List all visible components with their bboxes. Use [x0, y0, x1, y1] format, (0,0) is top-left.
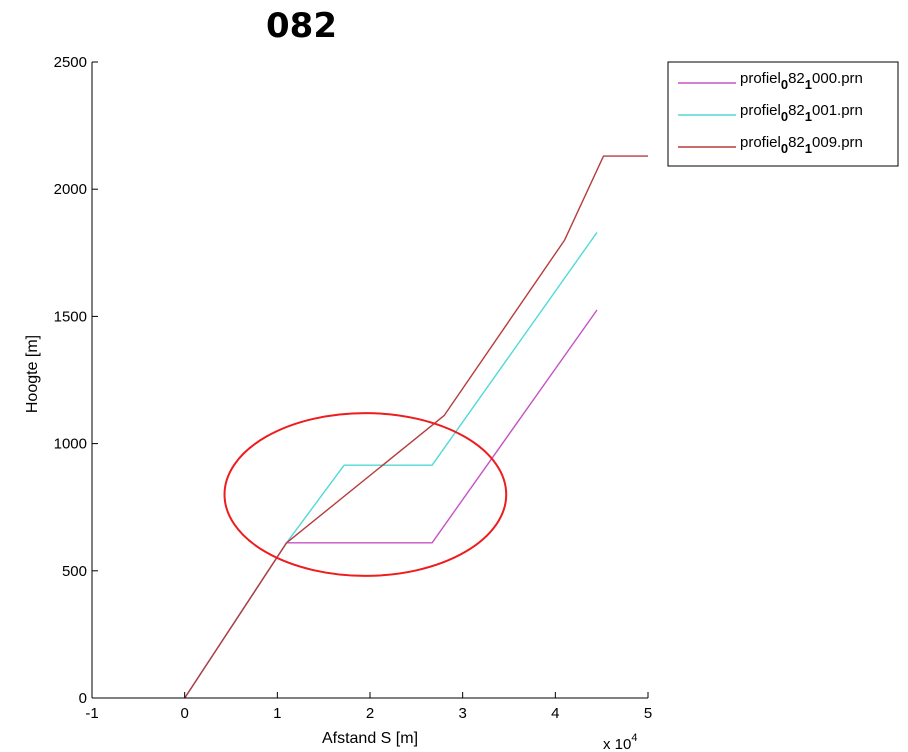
y-tick-label: 1000	[54, 436, 87, 453]
series-layer	[184, 155, 648, 699]
plot-area	[92, 62, 648, 698]
annotation-layer	[223, 412, 508, 577]
legend-label-1: profiel0821000.prn	[740, 70, 863, 92]
y-axis-label: Hoogte [m]	[24, 335, 41, 413]
legend-label-3: profiel0821009.prn	[740, 134, 863, 156]
legend-box	[667, 61, 899, 167]
legend: profiel0821000.prn profiel0821001.prn prof…	[667, 61, 899, 167]
x-tick-label: 5	[644, 705, 652, 722]
y-tick-label: 2500	[54, 54, 87, 71]
x-tick-label: 4	[551, 705, 559, 722]
x-tick-label: 3	[458, 705, 466, 722]
y-tick-label: 1500	[54, 308, 87, 325]
x-tick-label: 1	[273, 705, 281, 722]
x-tick-label: 2	[366, 705, 374, 722]
highlight-ellipse	[223, 412, 508, 577]
y-tick-label: 500	[62, 563, 87, 580]
y-tick-label: 0	[79, 690, 87, 707]
legend-label-2: profiel0821001.prn	[740, 102, 863, 124]
y-tick-label: 2000	[54, 181, 87, 198]
chart-title: 082	[266, 6, 337, 46]
x-tick-label: 0	[180, 705, 188, 722]
x-axis-label: Afstand S [m]	[322, 730, 418, 747]
x-multiplier-label: x 104	[603, 732, 637, 752]
series-line-3	[184, 155, 648, 699]
x-tick-label: -1	[85, 705, 98, 722]
